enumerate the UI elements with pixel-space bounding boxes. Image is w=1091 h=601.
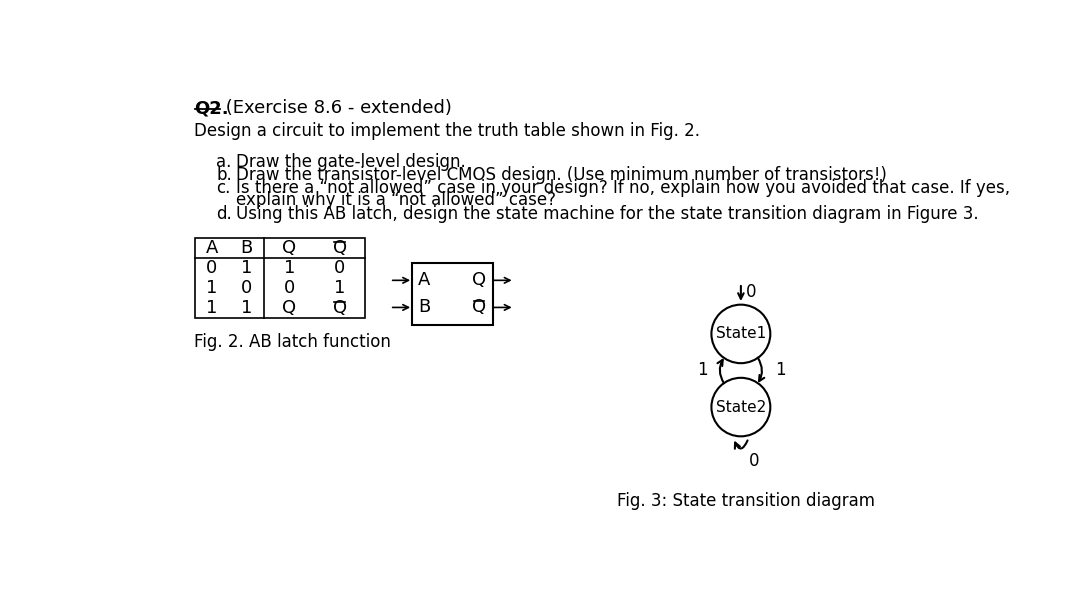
Text: c.: c. — [216, 179, 230, 197]
Text: 0: 0 — [241, 279, 252, 297]
Text: Using this AB latch, design the state machine for the state transition diagram i: Using this AB latch, design the state ma… — [236, 204, 979, 222]
Text: explain why it is a “not allowed” case?: explain why it is a “not allowed” case? — [236, 192, 555, 210]
Text: Draw the transistor-level CMOS design. (Use minimum number of transistors!): Draw the transistor-level CMOS design. (… — [236, 166, 887, 184]
Text: State2: State2 — [716, 400, 766, 415]
Text: Fig. 3: State transition diagram: Fig. 3: State transition diagram — [616, 492, 875, 510]
Text: Draw the gate-level design.: Draw the gate-level design. — [236, 153, 466, 171]
Text: b.: b. — [216, 166, 232, 184]
Text: a.: a. — [216, 153, 231, 171]
Text: 1: 1 — [334, 279, 346, 297]
Text: A: A — [418, 271, 430, 289]
Text: Q: Q — [472, 271, 485, 289]
Text: B: B — [418, 299, 430, 317]
Text: Fig. 2. AB latch function: Fig. 2. AB latch function — [194, 333, 392, 351]
Text: 1: 1 — [206, 279, 217, 297]
Text: 0: 0 — [284, 279, 295, 297]
Bar — [194, 237, 365, 318]
Text: 1: 1 — [206, 299, 217, 317]
Text: Q: Q — [333, 299, 347, 317]
Text: A: A — [206, 239, 218, 257]
Text: 1: 1 — [241, 258, 252, 276]
Text: Design a circuit to implement the truth table shown in Fig. 2.: Design a circuit to implement the truth … — [194, 122, 700, 140]
Text: 0: 0 — [206, 258, 217, 276]
Text: 1: 1 — [697, 361, 708, 379]
Text: 1: 1 — [775, 361, 786, 379]
Text: 0: 0 — [745, 283, 756, 301]
Bar — [411, 263, 493, 325]
Text: 1: 1 — [284, 258, 296, 276]
Text: Q: Q — [283, 299, 297, 317]
Text: Q: Q — [472, 299, 485, 317]
Text: 1: 1 — [241, 299, 252, 317]
Text: Q: Q — [283, 239, 297, 257]
Text: 0: 0 — [748, 452, 759, 470]
Text: (Exercise 8.6 - extended): (Exercise 8.6 - extended) — [220, 99, 452, 117]
Text: State1: State1 — [716, 326, 766, 341]
Text: Q2.: Q2. — [194, 99, 229, 117]
Text: d.: d. — [216, 204, 232, 222]
Text: B: B — [241, 239, 253, 257]
Text: 0: 0 — [334, 258, 346, 276]
Text: Q: Q — [333, 239, 347, 257]
Text: Is there a “not allowed” case in your design? If no, explain how you avoided tha: Is there a “not allowed” case in your de… — [236, 179, 1009, 197]
